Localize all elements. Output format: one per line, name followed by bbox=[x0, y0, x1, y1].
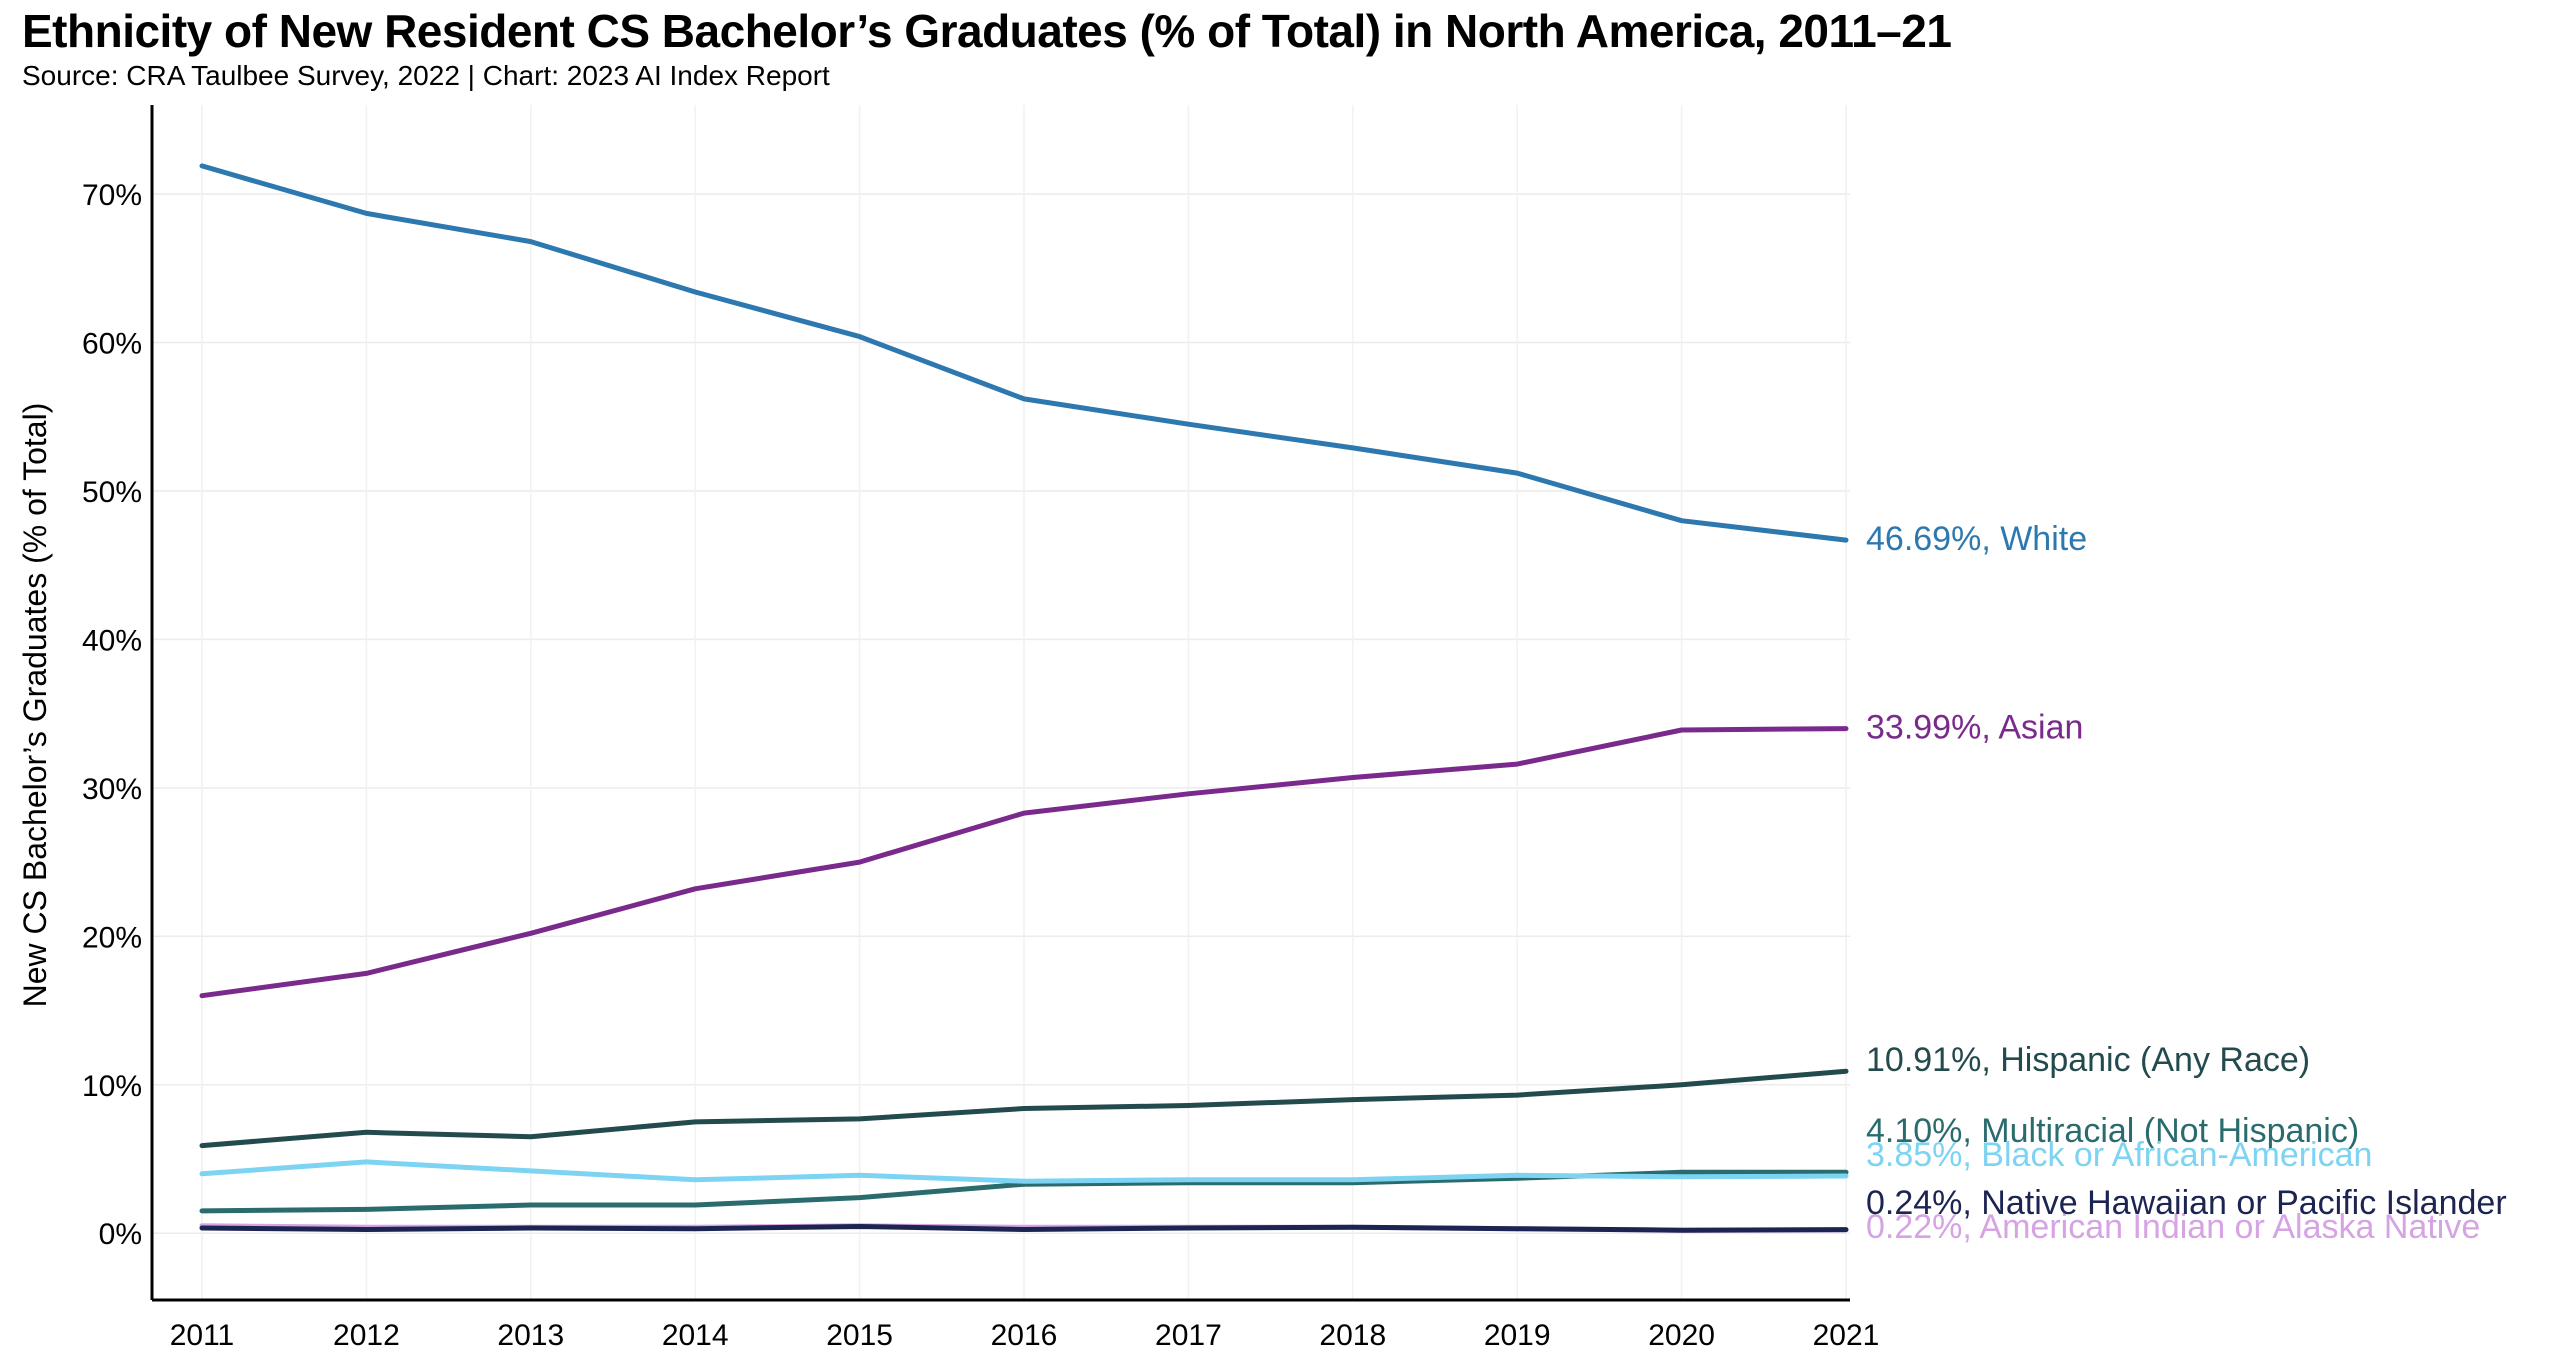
chart-title: Ethnicity of New Resident CS Bachelor’s … bbox=[22, 5, 1952, 57]
series-line-black-or-african-american bbox=[199, 1159, 1849, 1184]
y-tick-label: 40% bbox=[82, 624, 142, 657]
series-end-label: 4.10%, Multiracial (Not Hispanic) bbox=[1866, 1112, 2359, 1150]
x-tick-label: 2021 bbox=[1813, 1319, 1880, 1352]
y-tick-label: 0% bbox=[99, 1218, 142, 1251]
x-tick-label: 2015 bbox=[826, 1319, 893, 1352]
x-tick-label: 2017 bbox=[1155, 1319, 1222, 1352]
y-axis-label: New CS Bachelor’s Graduates (% of Total) bbox=[17, 403, 53, 1008]
axes bbox=[150, 105, 1850, 1302]
series-end-label: 3.85%, Black or African-American bbox=[1866, 1136, 2372, 1174]
series-lines bbox=[199, 163, 1849, 1233]
series-line-hispanic-any-race- bbox=[199, 1068, 1849, 1149]
y-tick-label: 30% bbox=[82, 773, 142, 806]
x-tick-label: 2018 bbox=[1319, 1319, 1386, 1352]
x-tick-label: 2019 bbox=[1484, 1319, 1551, 1352]
y-tick-label: 50% bbox=[82, 476, 142, 509]
y-tick-label: 20% bbox=[82, 921, 142, 954]
gridlines bbox=[152, 105, 1850, 1300]
series-end-labels: 46.69%, White 33.99%, Asian 10.91%, Hispan… bbox=[1866, 520, 2507, 1246]
series-end-label: 0.22%, American Indian or Alaska Native bbox=[1866, 1208, 2480, 1246]
y-tick-label: 70% bbox=[82, 179, 142, 212]
series-end-label: 33.99%, Asian bbox=[1866, 709, 2083, 747]
x-tick-label: 2016 bbox=[991, 1319, 1058, 1352]
y-tick-label: 10% bbox=[82, 1070, 142, 1103]
x-tick-label: 2012 bbox=[333, 1319, 400, 1352]
x-tick-label: 2014 bbox=[662, 1319, 729, 1352]
series-line-asian bbox=[199, 726, 1849, 999]
x-tick-label: 2011 bbox=[170, 1319, 235, 1352]
y-tick-label: 60% bbox=[82, 328, 142, 361]
series-end-label: 46.69%, White bbox=[1866, 520, 2087, 558]
series-line-white bbox=[199, 163, 1849, 543]
x-tick-label: 2013 bbox=[497, 1319, 564, 1352]
chart-subtitle: Source: CRA Taulbee Survey, 2022 | Chart… bbox=[22, 60, 830, 91]
series-end-label: 10.91%, Hispanic (Any Race) bbox=[1866, 1041, 2310, 1079]
tick-labels: 0% 10% 20% 30% 40% 50% 60% 70% 2011 2012 2013 2014 2… bbox=[82, 179, 1879, 1352]
x-tick-label: 2020 bbox=[1648, 1319, 1715, 1352]
series-end-label: 0.24%, Native Hawaiian or Pacific Island… bbox=[1866, 1184, 2507, 1222]
series-line-native-hawaiian-or-pacific-islander bbox=[199, 1224, 1849, 1233]
